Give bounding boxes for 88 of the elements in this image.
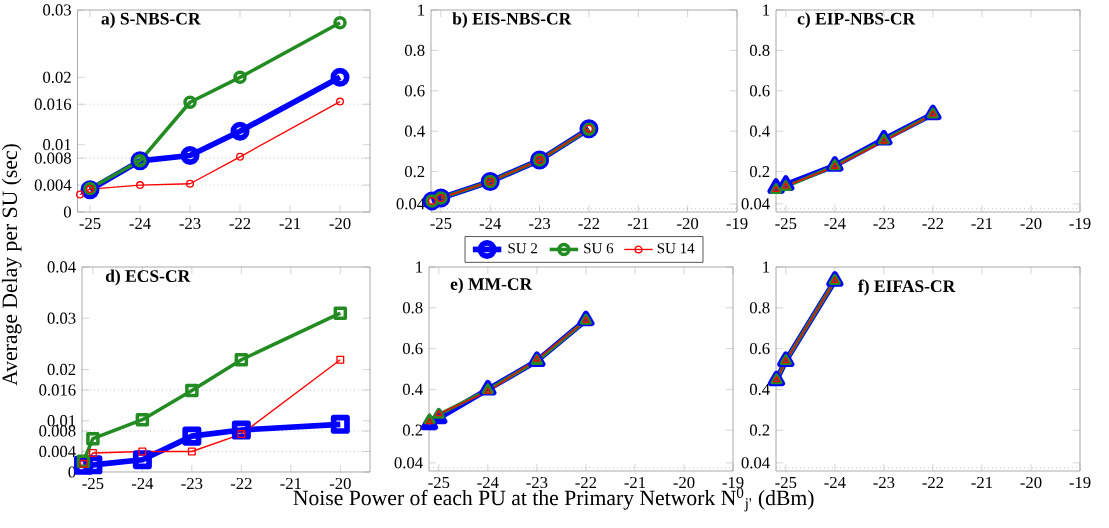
- y-axis-title: Average Delay per SU (sec): [1, 144, 22, 386]
- text: f) EIFAS-CR: [858, 279, 956, 296]
- y-tick-label: 0.6: [749, 342, 770, 355]
- y-tick-label: 0.4: [749, 125, 770, 137]
- y-tick-label: 1: [763, 261, 770, 273]
- x-tick-label: -22: [922, 217, 944, 229]
- x-tick-label: -21: [624, 476, 646, 488]
- chart-title: a) S-NBS-CR: [101, 12, 201, 29]
- x-tick-label: -20: [1020, 217, 1042, 230]
- chart-title: b) EIS-NBS-CR: [452, 12, 572, 29]
- y-tick-label: 0.01: [47, 415, 76, 427]
- x-tick-label: -20: [329, 477, 351, 490]
- y-tick-label: 0.02: [43, 71, 71, 83]
- y-tick-label: 0.01: [43, 139, 71, 151]
- y-tick-label: 0.2: [404, 165, 425, 178]
- y-tick-label: 0: [63, 206, 71, 218]
- y-tick-label: 0.016: [39, 384, 76, 396]
- x-tick-label: -25: [430, 217, 452, 230]
- y-tick-label: 1: [416, 261, 423, 273]
- x-tick-label: -25: [82, 477, 104, 490]
- x-tick-label: -21: [627, 217, 649, 229]
- x-tick-label: -24: [129, 217, 151, 229]
- x-tick-label: -20: [329, 217, 351, 230]
- y-tick-label: 0.2: [749, 165, 770, 178]
- y-tick-label: 0.4: [404, 125, 425, 137]
- x-tick-label: -19: [722, 476, 744, 489]
- x-tick-label: -24: [824, 217, 846, 229]
- text: e) MM-CR: [450, 277, 533, 294]
- x-tick-label: -23: [873, 476, 895, 489]
- x-tick-label: -19: [1069, 217, 1091, 230]
- y-tick-label: 0.4: [402, 383, 423, 396]
- y-tick-label: 0.6: [402, 342, 423, 355]
- y-tick-label: 0.04: [47, 261, 76, 273]
- y-tick-label: 0.04: [741, 198, 770, 210]
- y-tick-label: 0.008: [34, 152, 71, 164]
- y-tick-label: 0.4: [749, 383, 770, 396]
- y-tick-label: 0.004: [39, 445, 76, 458]
- y-tick-label: 1: [763, 4, 770, 16]
- x-tick-label: -22: [575, 476, 597, 488]
- y-tick-label: 0.6: [404, 85, 425, 97]
- y-tick-label: 0.004: [34, 179, 72, 191]
- y-tick-label: 0.03: [43, 4, 71, 16]
- x-tick-label: -21: [971, 217, 993, 229]
- y-tick-label: 0.02: [47, 363, 76, 376]
- x-tick-label: -24: [479, 217, 502, 229]
- y-tick-label: 0.016: [34, 98, 72, 110]
- y-tick-label: 0.8: [404, 44, 425, 57]
- x-tick-label: -25: [428, 476, 450, 489]
- y-tick-label: 0.6: [749, 85, 770, 97]
- y-tick-label: 0.8: [749, 302, 770, 314]
- y-tick-label: 0.8: [749, 44, 770, 57]
- y-tick-label: 0.8: [402, 302, 423, 314]
- chart-title: d) ECS-CR: [105, 269, 191, 286]
- y-tick-label: 0.04: [394, 457, 423, 469]
- x-tick-label: -25: [775, 217, 797, 230]
- y-tick-label: 0.008: [39, 425, 76, 437]
- legend-label: SU 14: [657, 243, 695, 254]
- x-tick-label: -25: [79, 217, 101, 230]
- x-tick-label: -21: [971, 476, 993, 488]
- x-tick-label: -24: [477, 476, 499, 488]
- x-tick-label: -21: [280, 477, 301, 489]
- y-tick-label: 1: [418, 4, 425, 16]
- y-tick-label: 0.04: [741, 457, 770, 469]
- chart-title: c) EIP-NBS-CR: [797, 12, 916, 29]
- x-tick-label: -23: [526, 476, 548, 489]
- x-tick-label: -20: [673, 476, 695, 489]
- x-tick-label: -23: [873, 217, 895, 230]
- x-tick-label: -19: [726, 217, 748, 230]
- x-tick-label: -22: [230, 477, 252, 489]
- x-tick-label: -21: [279, 217, 301, 229]
- x-tick-label: -24: [824, 476, 846, 488]
- x-tick-label: -25: [775, 476, 797, 489]
- y-tick-label: 0.04: [396, 198, 425, 210]
- x-tick-label: -20: [677, 217, 699, 230]
- y-tick-label: 0.03: [47, 312, 76, 324]
- x-tick-label: -22: [922, 476, 944, 488]
- x-tick-label: -23: [179, 217, 201, 230]
- x-tick-label: -19: [1069, 476, 1091, 489]
- legend-label: SU 2: [508, 243, 538, 254]
- x-tick-label: -24: [131, 477, 154, 489]
- x-tick-label: -22: [578, 217, 600, 229]
- y-tick-label: 0.2: [749, 424, 770, 436]
- x-tick-label: -23: [529, 217, 551, 230]
- y-tick-label: 0.2: [402, 424, 423, 436]
- x-tick-label: -22: [229, 217, 251, 229]
- x-tick-label: -23: [181, 477, 203, 490]
- x-tick-label: -20: [1020, 476, 1042, 489]
- legend-label: SU 6: [584, 243, 614, 254]
